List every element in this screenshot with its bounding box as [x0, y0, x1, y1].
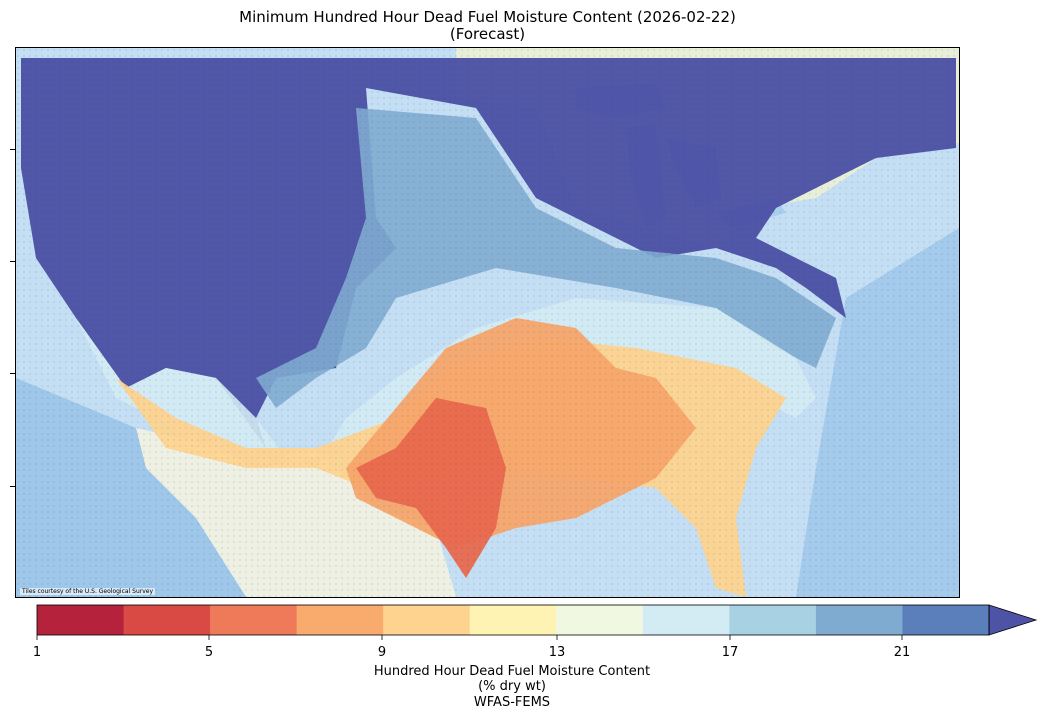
colorbar-segment	[37, 605, 125, 635]
fuel-moisture-map[interactable]: Tiles courtesy of the U.S. Geological Su…	[15, 47, 960, 598]
colorbar-tick-label: 21	[893, 645, 911, 660]
colorbar-segment	[729, 605, 817, 635]
map-credit: Tiles courtesy of the U.S. Geological Su…	[20, 588, 156, 595]
colorbar-units: (% dry wt)	[478, 679, 546, 694]
map-subtitle: (Forecast)	[449, 25, 526, 43]
colorbar-segment	[123, 605, 211, 635]
colorbar-segment	[815, 605, 903, 635]
colorbar-segment	[556, 605, 644, 635]
y-tick	[10, 261, 15, 262]
colorbar-extend-arrow	[988, 604, 1038, 636]
colorbar-segment	[383, 605, 471, 635]
colorbar-segment	[296, 605, 384, 635]
colorbar-source: WFAS-FEMS	[473, 695, 551, 710]
colorbar-tick-label: 1	[32, 645, 42, 660]
colorbar-segment	[902, 605, 990, 635]
colorbar-tick-label: 13	[548, 645, 566, 660]
y-tick	[10, 486, 15, 487]
map-canvas	[16, 48, 959, 597]
colorbar-label: Hundred Hour Dead Fuel Moisture Content	[373, 664, 651, 679]
map-title: Minimum Hundred Hour Dead Fuel Moisture …	[239, 8, 736, 26]
colorbar-outline	[36, 604, 990, 636]
colorbar-segment	[210, 605, 298, 635]
colorbar-segment	[469, 605, 557, 635]
y-tick	[10, 149, 15, 150]
colorbar-tick-label: 17	[721, 645, 739, 660]
colorbar-tick-label: 5	[204, 645, 214, 660]
colorbar-tick-label: 9	[377, 645, 387, 660]
colorbar-segment	[642, 605, 730, 635]
colorbar	[36, 604, 1038, 640]
station-dots	[16, 48, 959, 597]
y-tick	[10, 373, 15, 374]
